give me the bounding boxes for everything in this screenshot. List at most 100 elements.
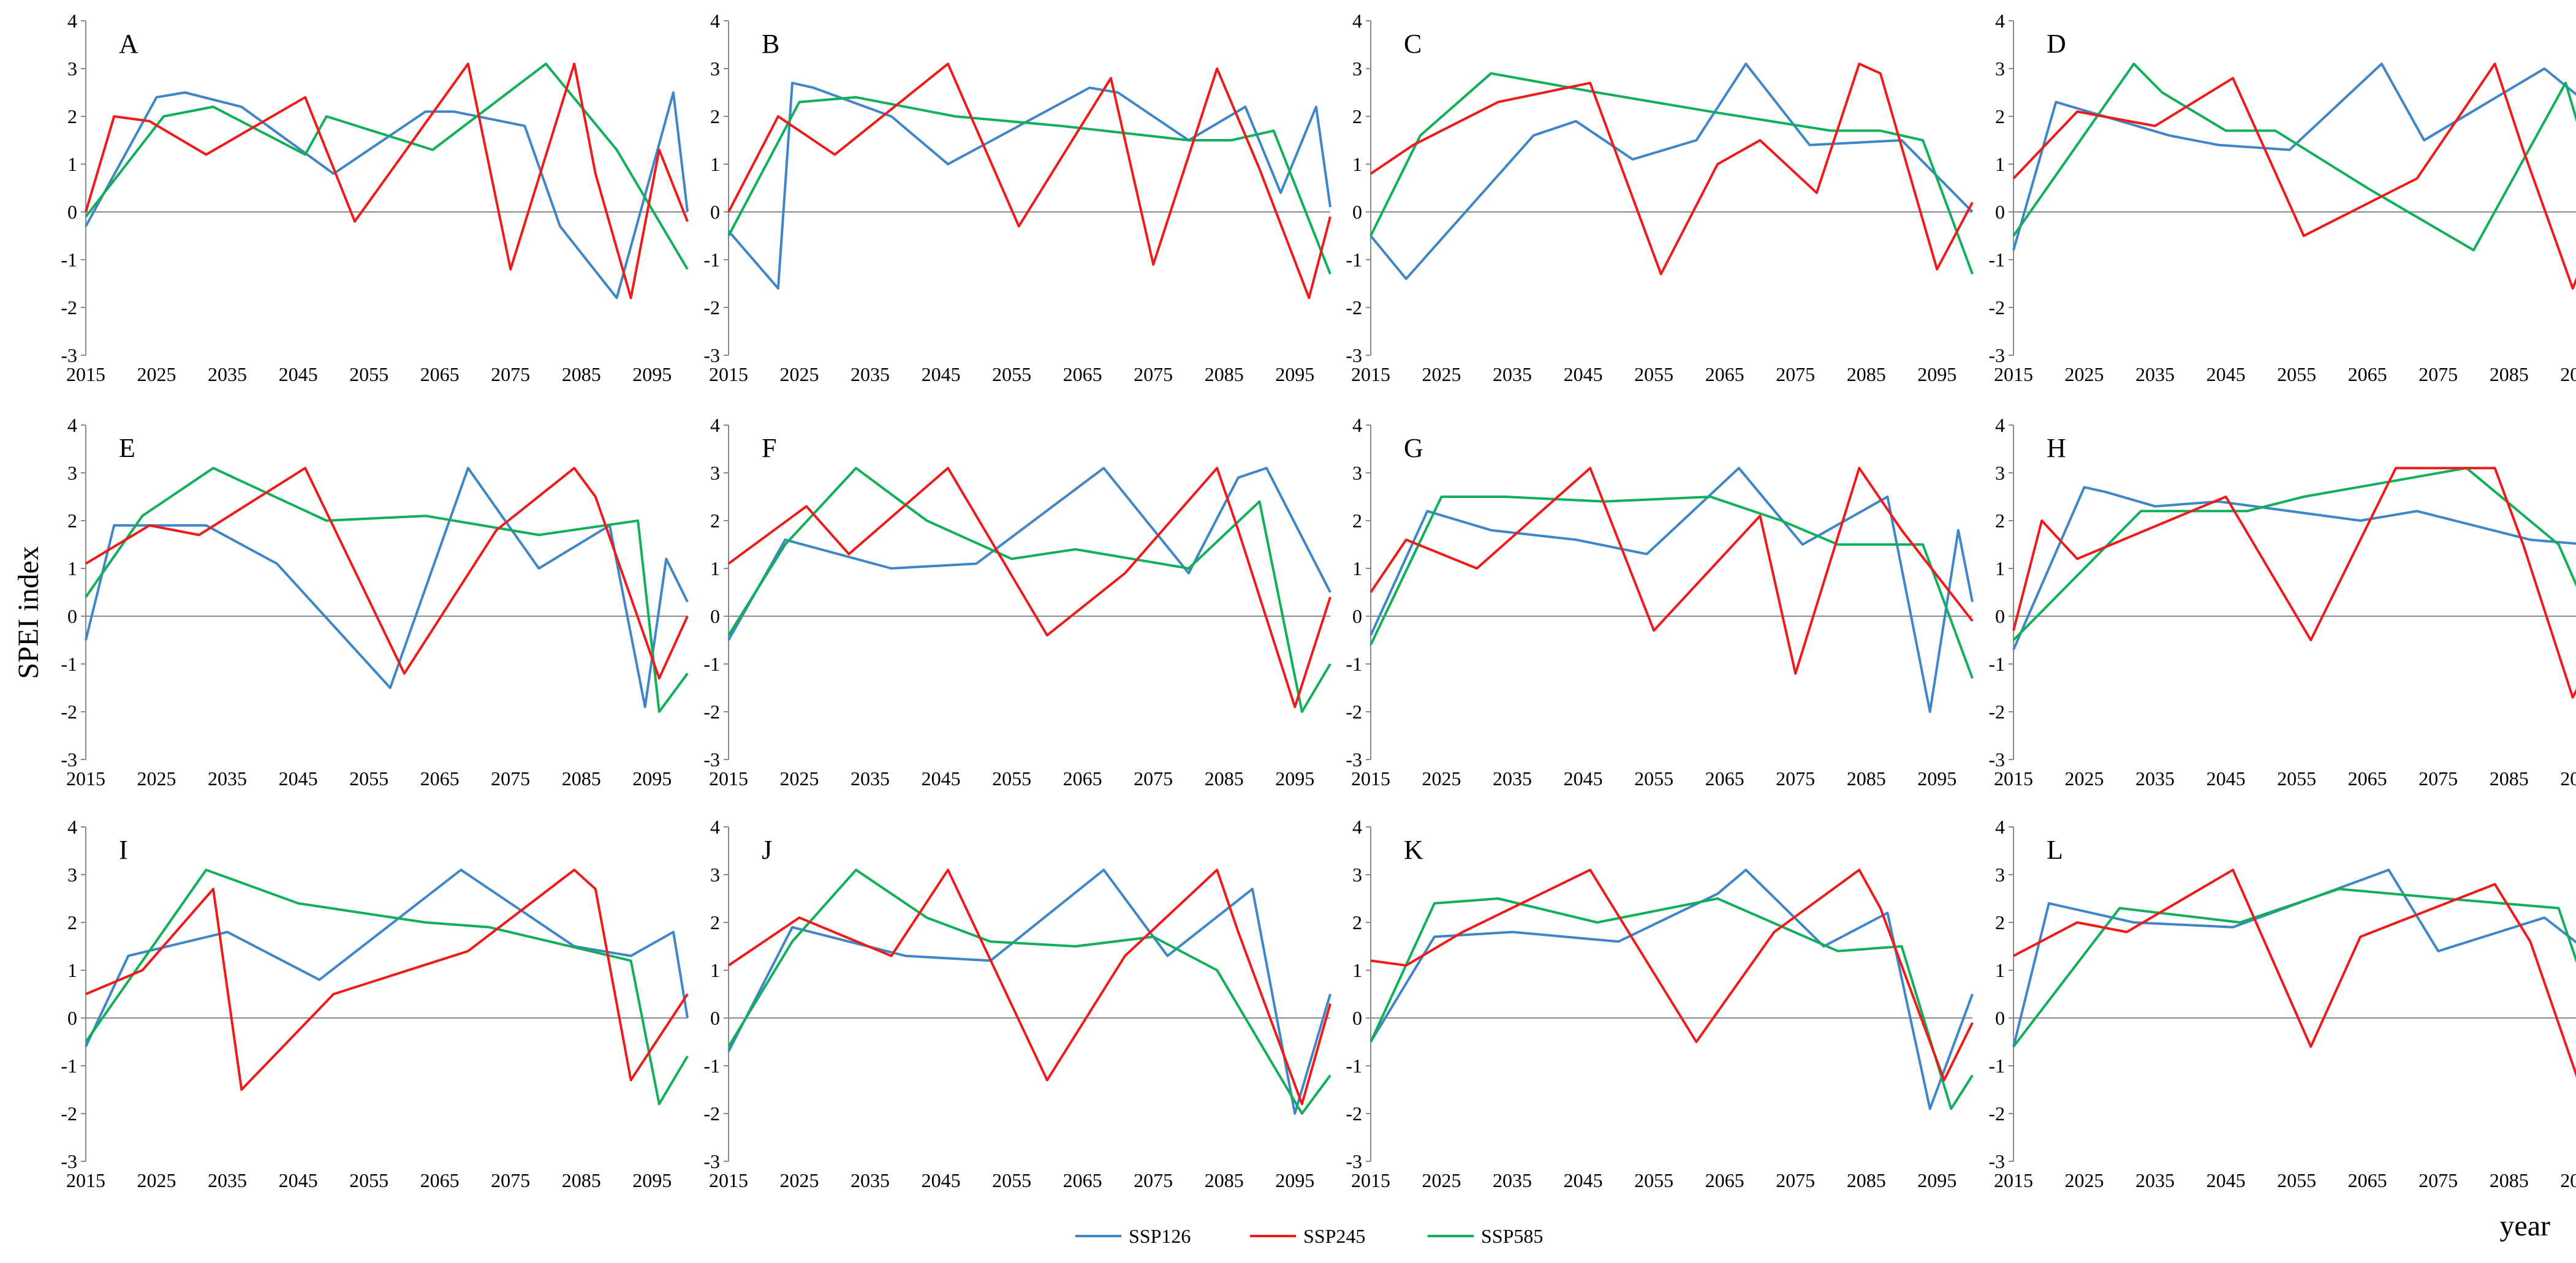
x-tick-label: 2045 [922, 363, 961, 385]
y-tick-label: 1 [1352, 153, 1362, 175]
x-tick-label: 2015 [709, 363, 748, 385]
series-line-ssp126 [1369, 869, 1974, 1110]
x-tick-label: 2025 [780, 1169, 819, 1191]
x-tick-label: 2065 [420, 1169, 460, 1191]
y-tick-label: -1 [1988, 1055, 2005, 1077]
y-tick-label: -3 [1346, 1150, 1362, 1172]
x-tick-label: 2045 [1564, 1169, 1603, 1191]
y-tick-label: 0 [1352, 605, 1362, 627]
x-tick-label: 2095 [2560, 363, 2576, 385]
x-tick-label: 2025 [137, 767, 176, 790]
panel-label: E [119, 433, 135, 463]
x-tick-label: 2085 [2490, 1169, 2529, 1191]
x-tick-label: 2025 [1422, 363, 1461, 385]
x-tick-label: 2025 [137, 1169, 176, 1191]
x-tick-label: 2015 [1994, 363, 2033, 385]
x-tick-label: 2095 [2560, 1169, 2576, 1191]
y-tick-label: -2 [61, 1103, 77, 1125]
x-tick-label: 2045 [279, 1169, 318, 1191]
panel-label: D [2047, 29, 2066, 59]
x-tick-label: 2055 [1634, 767, 1673, 790]
y-tick-label: -1 [703, 1055, 720, 1077]
series-line-ssp245 [1369, 62, 1974, 276]
x-tick-label: 2085 [1205, 767, 1244, 790]
y-tick-label: 2 [67, 105, 77, 127]
y-tick-label: -2 [61, 701, 77, 723]
panel-label: B [762, 29, 779, 59]
y-tick-label: 1 [67, 557, 77, 579]
y-tick-label: 2 [1995, 105, 2005, 127]
x-tick-label: 2065 [1705, 767, 1744, 790]
y-tick-label: -2 [61, 296, 77, 319]
x-tick-label: 2025 [1422, 767, 1461, 790]
x-tick-label: 2025 [2065, 1169, 2104, 1191]
x-tick-label: 2025 [137, 363, 176, 385]
x-tick-label: 2045 [2207, 363, 2246, 385]
y-tick-label: -3 [61, 1150, 77, 1172]
x-tick-label: 2075 [2419, 767, 2458, 790]
y-axis-title: SPEI index [12, 546, 45, 679]
y-tick-label: -3 [1988, 748, 2005, 771]
y-tick-label: -2 [1346, 1103, 1362, 1125]
x-tick-label: 2095 [632, 363, 672, 385]
panel-label: C [1404, 29, 1422, 59]
x-tick-label: 2015 [66, 1169, 105, 1191]
series-line-ssp585 [2012, 888, 2576, 1048]
x-tick-label: 2065 [1063, 767, 1102, 790]
panel-e: -3 -2 -1 0 1 2 3 4 2015 2025 2035 2045 2055 2065 2075 2… [61, 414, 689, 790]
x-tick-label: 2035 [2135, 1169, 2175, 1191]
y-tick-label: -2 [1988, 296, 2005, 319]
x-tick-label: 2055 [2277, 363, 2316, 385]
x-tick-label: 2035 [1493, 363, 1532, 385]
y-tick-label: 0 [1995, 201, 2005, 223]
y-tick-label: -3 [703, 1150, 720, 1172]
series-line-ssp245 [2012, 62, 2576, 290]
y-tick-label: 2 [67, 911, 77, 933]
x-tick-label: 2085 [1847, 363, 1886, 385]
x-tick-label: 2035 [850, 1169, 890, 1191]
x-tick-label: 2015 [709, 1169, 748, 1191]
x-tick-label: 2035 [850, 363, 890, 385]
y-tick-label: -2 [1346, 701, 1362, 723]
y-tick-label: 1 [1352, 557, 1362, 579]
x-tick-label: 2035 [208, 363, 247, 385]
y-tick-label: 4 [1352, 414, 1362, 436]
x-tick-label: 2045 [2207, 767, 2246, 790]
x-tick-label: 2095 [1275, 363, 1314, 385]
panel-i: -3 -2 -1 0 1 2 3 4 2015 2025 2035 2045 2055 2065 2075 2… [61, 816, 689, 1191]
y-tick-label: 0 [1352, 201, 1362, 223]
series-line-ssp126 [1369, 62, 1974, 281]
y-tick-label: 3 [67, 58, 77, 80]
x-tick-label: 2025 [780, 767, 819, 790]
series-line-ssp245 [727, 62, 1332, 300]
x-tick-label: 2055 [1634, 363, 1673, 385]
x-tick-label: 2095 [1917, 1169, 1957, 1191]
y-tick-label: 4 [1352, 816, 1362, 838]
x-tick-label: 2045 [922, 1169, 961, 1191]
y-tick-label: -2 [703, 1103, 720, 1125]
x-tick-label: 2075 [1134, 363, 1173, 385]
x-tick-label: 2025 [2065, 363, 2104, 385]
x-tick-label: 2045 [1564, 767, 1603, 790]
panel-f: -3 -2 -1 0 1 2 3 4 2015 2025 2035 2045 2055 2065 2075 2… [703, 414, 1332, 790]
series-line-ssp126 [2012, 62, 2576, 251]
series-line-ssp585 [85, 869, 689, 1106]
series-line-ssp585 [1369, 72, 1974, 275]
y-tick-label: -2 [703, 701, 720, 723]
y-tick-label: -1 [703, 249, 720, 271]
panel-h: -3 -2 -1 0 1 2 3 4 2015 2025 2035 2045 2055 2065 2075 2… [1988, 414, 2576, 790]
x-tick-label: 2095 [632, 767, 672, 790]
series-line-ssp585 [727, 869, 1332, 1115]
x-tick-label: 2035 [850, 767, 890, 790]
panel-label: I [119, 835, 128, 865]
x-tick-label: 2035 [1493, 1169, 1532, 1191]
y-tick-label: -1 [1346, 1055, 1362, 1077]
x-tick-label: 2065 [2348, 1169, 2387, 1191]
x-tick-label: 2065 [420, 767, 460, 790]
y-tick-label: -3 [1988, 1150, 2005, 1172]
y-tick-label: 3 [710, 58, 720, 80]
series-line-ssp585 [2012, 62, 2576, 252]
series-line-ssp245 [85, 62, 689, 300]
y-tick-label: 3 [67, 462, 77, 484]
